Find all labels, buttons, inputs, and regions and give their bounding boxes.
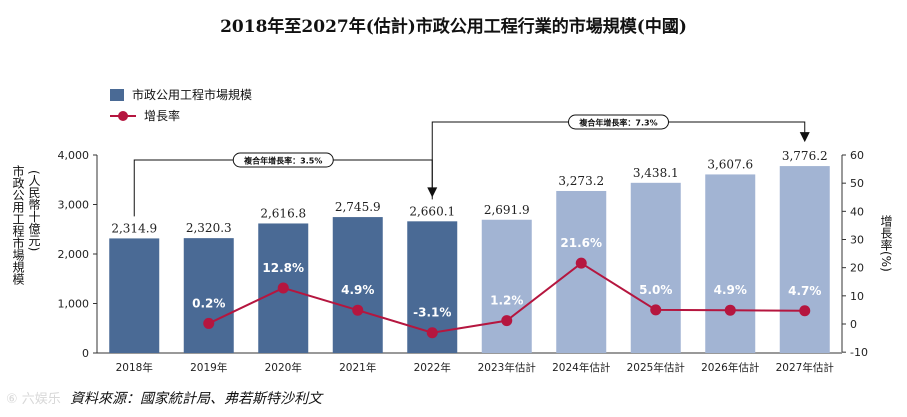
growth-point (203, 317, 215, 329)
x-tick-label: 2023年估計 (478, 361, 537, 374)
y-right-tick-label: 0 (850, 318, 857, 331)
y-left-axis-label-2: (人民幣十億元) (27, 170, 41, 252)
bar (630, 182, 681, 353)
y-right-tick-label: 60 (850, 149, 864, 162)
cagr-historical-label: 複合年增長率：3.5% (243, 156, 322, 166)
y-right-tick-label: 10 (850, 290, 864, 303)
y-left-tick-label: 2,000 (58, 248, 90, 261)
growth-value-label: 4.7% (788, 284, 821, 298)
legend-line-label: 增長率 (144, 109, 181, 123)
growth-point (352, 304, 364, 316)
x-tick-label: 2018年 (116, 361, 153, 374)
bar (332, 217, 383, 353)
bar-value-label: 2,314.9 (111, 221, 157, 235)
y-left-axis-label-1: 市政公用工程市場規模 (11, 165, 25, 285)
growth-value-label: 4.9% (714, 283, 747, 297)
bar-value-label: 3,607.6 (707, 157, 753, 171)
x-tick-label: 2026年估計 (701, 361, 760, 374)
growth-point (650, 304, 662, 316)
x-tick-label: 2025年估計 (627, 361, 686, 374)
growth-value-label: 1.2% (490, 294, 523, 308)
growth-value-label: -3.1% (413, 306, 451, 320)
growth-point (277, 282, 289, 294)
growth-point (724, 304, 736, 316)
legend-bar-swatch (110, 88, 124, 101)
legend-bar-label: 市政公用工程市場規模 (132, 88, 253, 102)
growth-point (799, 305, 811, 317)
cagr-historical-box (232, 152, 334, 168)
bar-value-label: 2,660.1 (409, 204, 455, 218)
bar-value-label: 3,438.1 (633, 166, 679, 180)
chart-title: 2018年至2027年(估計)市政公用工程行業的市場規模(中國) (220, 17, 687, 37)
bar-value-label: 2,745.9 (335, 200, 381, 214)
growth-value-label: 5.0% (639, 283, 672, 297)
bar (779, 166, 830, 353)
x-tick-label: 2021年 (339, 361, 376, 374)
bar (556, 190, 607, 353)
cagr-forecast-arrow (799, 132, 810, 143)
bar-value-label: 2,320.3 (186, 221, 232, 235)
cagr-forecast-label: 複合年增長率：7.3% (578, 118, 657, 128)
bar-value-label: 2,691.9 (484, 203, 530, 217)
y-right-axis-label: 增長率(%) (879, 215, 893, 272)
growth-point (426, 327, 438, 339)
y-left-tick-label: 0 (82, 347, 89, 360)
x-tick-label: 2027年估計 (776, 361, 835, 374)
x-tick-label: 2020年 (265, 361, 302, 374)
legend-line-swatch (110, 110, 136, 122)
y-left-tick-label: 3,000 (58, 199, 90, 212)
growth-value-label: 21.6% (560, 236, 602, 250)
bar (109, 238, 160, 353)
y-left-tick-label: 1,000 (58, 298, 90, 311)
bar-value-label: 2,616.8 (260, 206, 306, 220)
y-right-tick-label: 40 (850, 205, 864, 218)
x-tick-label: 2024年估計 (552, 361, 611, 374)
x-tick-label: 2019年 (190, 361, 227, 374)
growth-point (501, 315, 513, 327)
watermark: ⑥ 六娱乐 (6, 392, 61, 407)
growth-value-label: 12.8% (262, 261, 304, 275)
y-right-tick-label: -10 (850, 346, 868, 359)
bar (183, 238, 234, 353)
legend-item-line: 增長率 (110, 107, 180, 124)
y-right-tick-label: 20 (850, 262, 864, 275)
bar-value-label: 3,273.2 (558, 174, 604, 188)
bar (481, 219, 532, 353)
growth-point (575, 257, 587, 269)
source-note: 資料來源：國家統計局、弗若斯特沙利文 (70, 391, 322, 407)
growth-value-label: 4.9% (341, 283, 374, 297)
bar-value-label: 3,776.2 (782, 149, 828, 163)
y-right-tick-label: 50 (850, 177, 864, 190)
legend-item-bars: 市政公用工程市場規模 (110, 86, 252, 103)
growth-value-label: 0.2% (192, 296, 225, 310)
bar (705, 174, 756, 353)
y-right-tick-label: 30 (850, 234, 864, 247)
cagr-forecast-box (568, 114, 669, 130)
y-left-tick-label: 4,000 (58, 149, 90, 162)
x-tick-label: 2022年 (414, 361, 451, 374)
